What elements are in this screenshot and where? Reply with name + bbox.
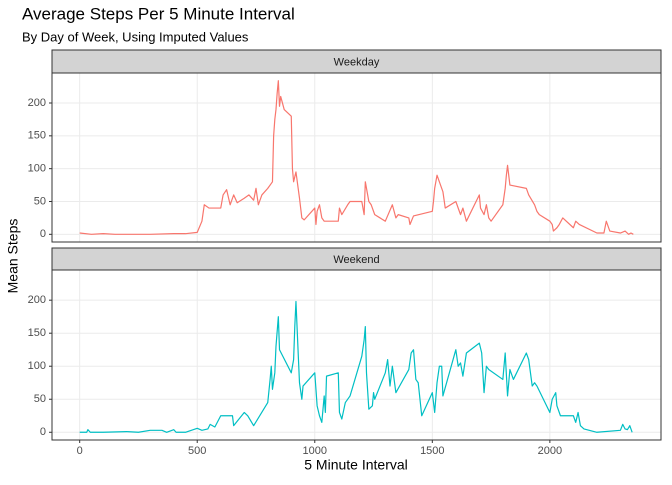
y-tick-label: 150 [28,327,46,339]
y-tick-label: 100 [28,163,46,175]
y-tick-label: 150 [28,130,46,142]
x-axis-title: 5 Minute Interval [304,457,408,473]
panel-border [51,72,662,243]
y-tick-label: 50 [34,393,46,405]
line-series [79,300,633,433]
y-tick-label: 200 [28,97,46,109]
y-tick-label: 200 [28,294,46,306]
x-tick-label: 2000 [538,445,562,457]
y-tick-label: 100 [28,360,46,372]
strip-label: Weekend [333,254,379,266]
panel-border [51,269,662,441]
chart-subtitle: By Day of Week, Using Imputed Values [22,29,249,44]
x-tick-label: 500 [188,445,206,457]
panel-background [52,270,661,440]
y-tick-label: 50 [34,195,46,207]
panel-background [52,73,661,242]
x-tick-label: 1500 [420,445,444,457]
strip-label: Weekday [334,56,380,68]
x-tick-label: 1000 [303,445,327,457]
line-series [79,80,634,235]
chart-title: Average Steps Per 5 Minute Interval [22,4,295,23]
y-tick-label: 0 [40,426,46,438]
y-tick-label: 0 [40,228,46,240]
y-axis-title: Mean Steps [5,219,21,294]
x-tick-label: 0 [77,445,83,457]
